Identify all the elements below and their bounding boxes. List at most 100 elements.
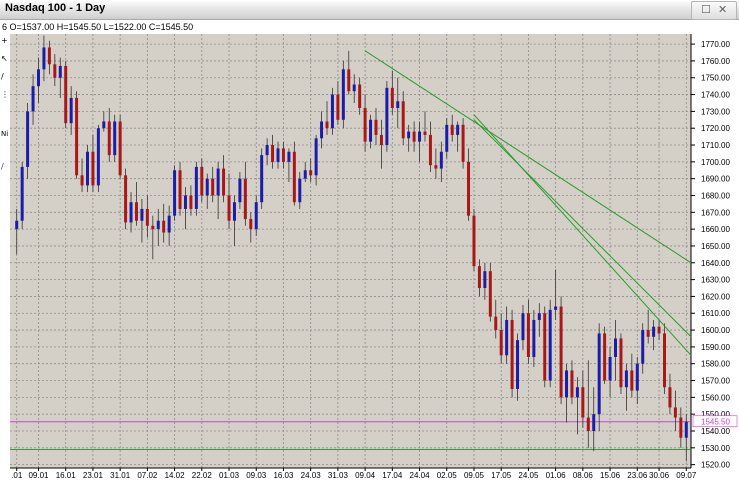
candle-up[interactable] [173,170,177,216]
candle-up[interactable] [320,121,324,139]
candle-down[interactable] [401,101,405,139]
candle-down[interactable] [211,178,215,196]
candle-up[interactable] [516,340,520,389]
candle-up[interactable] [287,151,291,162]
candle-up[interactable] [385,87,389,146]
candle-up[interactable] [265,145,269,156]
candle-down[interactable] [570,370,574,398]
candle-up[interactable] [396,101,400,109]
candle-up[interactable] [684,421,688,438]
line-tool-icon[interactable]: / [1,72,4,81]
candle-down[interactable] [249,219,253,230]
candle-down[interactable] [358,84,362,109]
candle-down[interactable] [178,170,182,209]
candle-up[interactable] [36,69,40,87]
candle-up[interactable] [565,370,569,398]
candle-up[interactable] [614,338,618,357]
candle-down[interactable] [292,151,296,203]
candle-up[interactable] [592,414,596,431]
candle-down[interactable] [494,316,498,331]
candle-down[interactable] [390,87,394,109]
candle-down[interactable] [543,313,547,381]
candle-up[interactable] [31,86,35,112]
candle-up[interactable] [554,306,558,310]
candle-up[interactable] [102,121,106,129]
candle-up[interactable] [341,69,345,120]
candle-up[interactable] [352,84,356,92]
candle-down[interactable] [467,161,471,216]
candle-up[interactable] [260,155,264,203]
candle-down[interactable] [227,195,231,221]
candle-up[interactable] [58,65,62,78]
candle-down[interactable] [488,271,492,317]
candle-up[interactable] [96,128,100,186]
candle-down[interactable] [461,124,465,162]
candle-up[interactable] [20,166,24,221]
text-tool-icon[interactable]: Ni [1,130,9,138]
candle-down[interactable] [510,319,514,389]
candle-up[interactable] [205,178,209,196]
candle-up[interactable] [330,94,334,129]
candle-up[interactable] [407,131,411,139]
candle-down[interactable] [619,338,623,388]
candle-up[interactable] [608,356,612,381]
candle-down[interactable] [668,387,672,408]
pen-tool-icon[interactable]: / [1,162,4,171]
candle-up[interactable] [26,111,30,167]
candle-down[interactable] [107,121,111,156]
candle-down[interactable] [64,65,68,124]
candle-down[interactable] [603,333,607,381]
candle-down[interactable] [271,145,275,162]
candle-up[interactable] [314,138,318,176]
candle-up[interactable] [232,202,236,221]
candle-up[interactable] [238,178,242,203]
close-icon[interactable]: ✕ [718,3,728,16]
candle-up[interactable] [369,119,373,142]
candle-up[interactable] [183,195,187,209]
fib-tool-icon[interactable]: ⋮ [1,90,9,99]
candle-down[interactable] [450,124,454,135]
candle-down[interactable] [586,417,590,431]
candle-down[interactable] [145,208,149,226]
candle-down[interactable] [374,119,378,135]
candle-up[interactable] [129,202,133,223]
candle-down[interactable] [581,387,585,418]
candle-up[interactable] [483,271,487,289]
candle-down[interactable] [325,121,329,129]
candle-up[interactable] [532,319,536,357]
candle-down[interactable] [663,333,667,388]
candle-down[interactable] [124,175,128,223]
candle-up[interactable] [597,333,601,415]
candle-up[interactable] [303,170,307,179]
candle-down[interactable] [499,330,503,356]
candle-down[interactable] [657,326,661,334]
candle-down[interactable] [434,165,438,169]
candle-up[interactable] [624,370,628,388]
candle-up[interactable] [113,121,117,156]
candle-up[interactable] [254,202,258,230]
candle-up[interactable] [641,330,645,364]
candle-down[interactable] [189,195,193,209]
candle-down[interactable] [309,170,313,176]
candle-down[interactable] [679,417,683,438]
candle-down[interactable] [151,225,155,230]
candle-up[interactable] [575,387,579,398]
candle-up[interactable] [156,220,160,230]
candle-down[interactable] [134,202,138,221]
candle-up[interactable] [418,131,422,142]
candle-up[interactable] [85,151,89,186]
candle-down[interactable] [428,134,432,166]
candle-down[interactable] [53,64,57,78]
candle-up[interactable] [505,319,509,356]
candle-down[interactable] [162,220,166,233]
plot-area[interactable] [10,34,691,468]
price-axis[interactable] [691,34,739,468]
title-bar[interactable]: Nasdaq 100 - 1 Day ☐ ✕ [0,0,739,20]
trendline[interactable] [364,50,692,264]
candle-down[interactable] [75,97,79,176]
candle-down[interactable] [281,148,285,162]
candle-down[interactable] [379,134,383,146]
candle-down[interactable] [47,47,51,65]
candle-down[interactable] [526,313,530,357]
